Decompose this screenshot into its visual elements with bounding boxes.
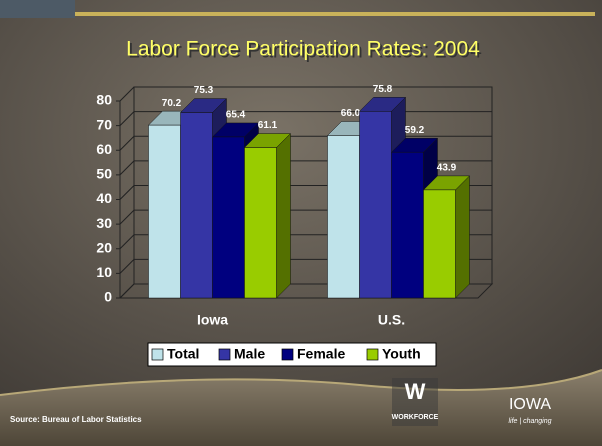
data-label: 66.0 [341, 108, 361, 119]
band-edge [0, 369, 602, 396]
grid-line-depth [119, 86, 135, 102]
bar-side [276, 132, 291, 299]
y-tick-label: 10 [96, 264, 112, 280]
chart-title: Labor Force Participation Rates: 2004 [126, 38, 480, 61]
legend-swatch [281, 348, 294, 361]
iowa-logo: IOWA [509, 396, 551, 413]
grid-line-depth [119, 111, 135, 126]
grid-line-depth [119, 160, 135, 176]
y-tick-label: 80 [96, 92, 112, 108]
y-tick-label: 30 [96, 215, 112, 231]
data-label: 75.3 [194, 85, 214, 96]
grid-line-depth [119, 135, 135, 151]
legend-swatch [366, 348, 379, 361]
y-tick-label: 0 [104, 289, 112, 305]
data-label: 75.8 [373, 84, 393, 95]
corner-block [0, 0, 75, 18]
bar [212, 136, 245, 299]
y-tick-label: 40 [96, 190, 112, 206]
data-label: 43.9 [437, 163, 457, 174]
legend-swatch [151, 348, 164, 361]
bar [423, 189, 456, 299]
y-tick-label: 20 [96, 239, 112, 255]
legend-label: Male [234, 346, 265, 362]
grid-line-depth [119, 185, 135, 200]
grid-line-depth [119, 283, 135, 299]
title-shadow: Labor Force Participation Rates: 2004 [128, 40, 482, 63]
y-tick-label: 70 [96, 116, 112, 132]
legend-swatch [218, 348, 231, 361]
bar [359, 111, 392, 299]
bar [244, 147, 277, 299]
grid-line-depth [119, 209, 135, 225]
bar [391, 151, 424, 299]
data-label: 70.2 [162, 98, 182, 109]
legend-label: Total [167, 346, 199, 362]
bar [148, 124, 181, 299]
bar [180, 112, 213, 299]
workforce-logo-mark: W [405, 379, 426, 404]
data-label: 65.4 [226, 110, 246, 121]
data-label: 61.1 [258, 120, 278, 131]
data-label: 59.2 [405, 125, 425, 136]
iowa-tagline: life | changing [508, 418, 551, 425]
y-tick-label: 50 [96, 166, 112, 182]
bar [327, 135, 360, 299]
legend-label: Female [297, 346, 345, 362]
x-tick-label: U.S. [378, 312, 405, 328]
bar-side [455, 175, 470, 299]
plot: 0 10 20 30 40 50 60 70 80 Iowa 70.2 75.3 65.4 61.1 U.S… [96, 84, 494, 328]
source-note: Source: Bureau of Labor Statistics [10, 415, 142, 424]
legend-label: Youth [382, 346, 421, 362]
bottom-band [0, 370, 602, 446]
top-rule [75, 12, 595, 16]
workforce-logo-bg [392, 378, 438, 426]
x-tick-label: Iowa [197, 312, 228, 328]
grid-line-depth [119, 234, 135, 250]
workforce-logo-text: WORKFORCE [392, 414, 439, 421]
grid-line-depth [119, 259, 135, 274]
y-tick-label: 60 [96, 141, 112, 157]
